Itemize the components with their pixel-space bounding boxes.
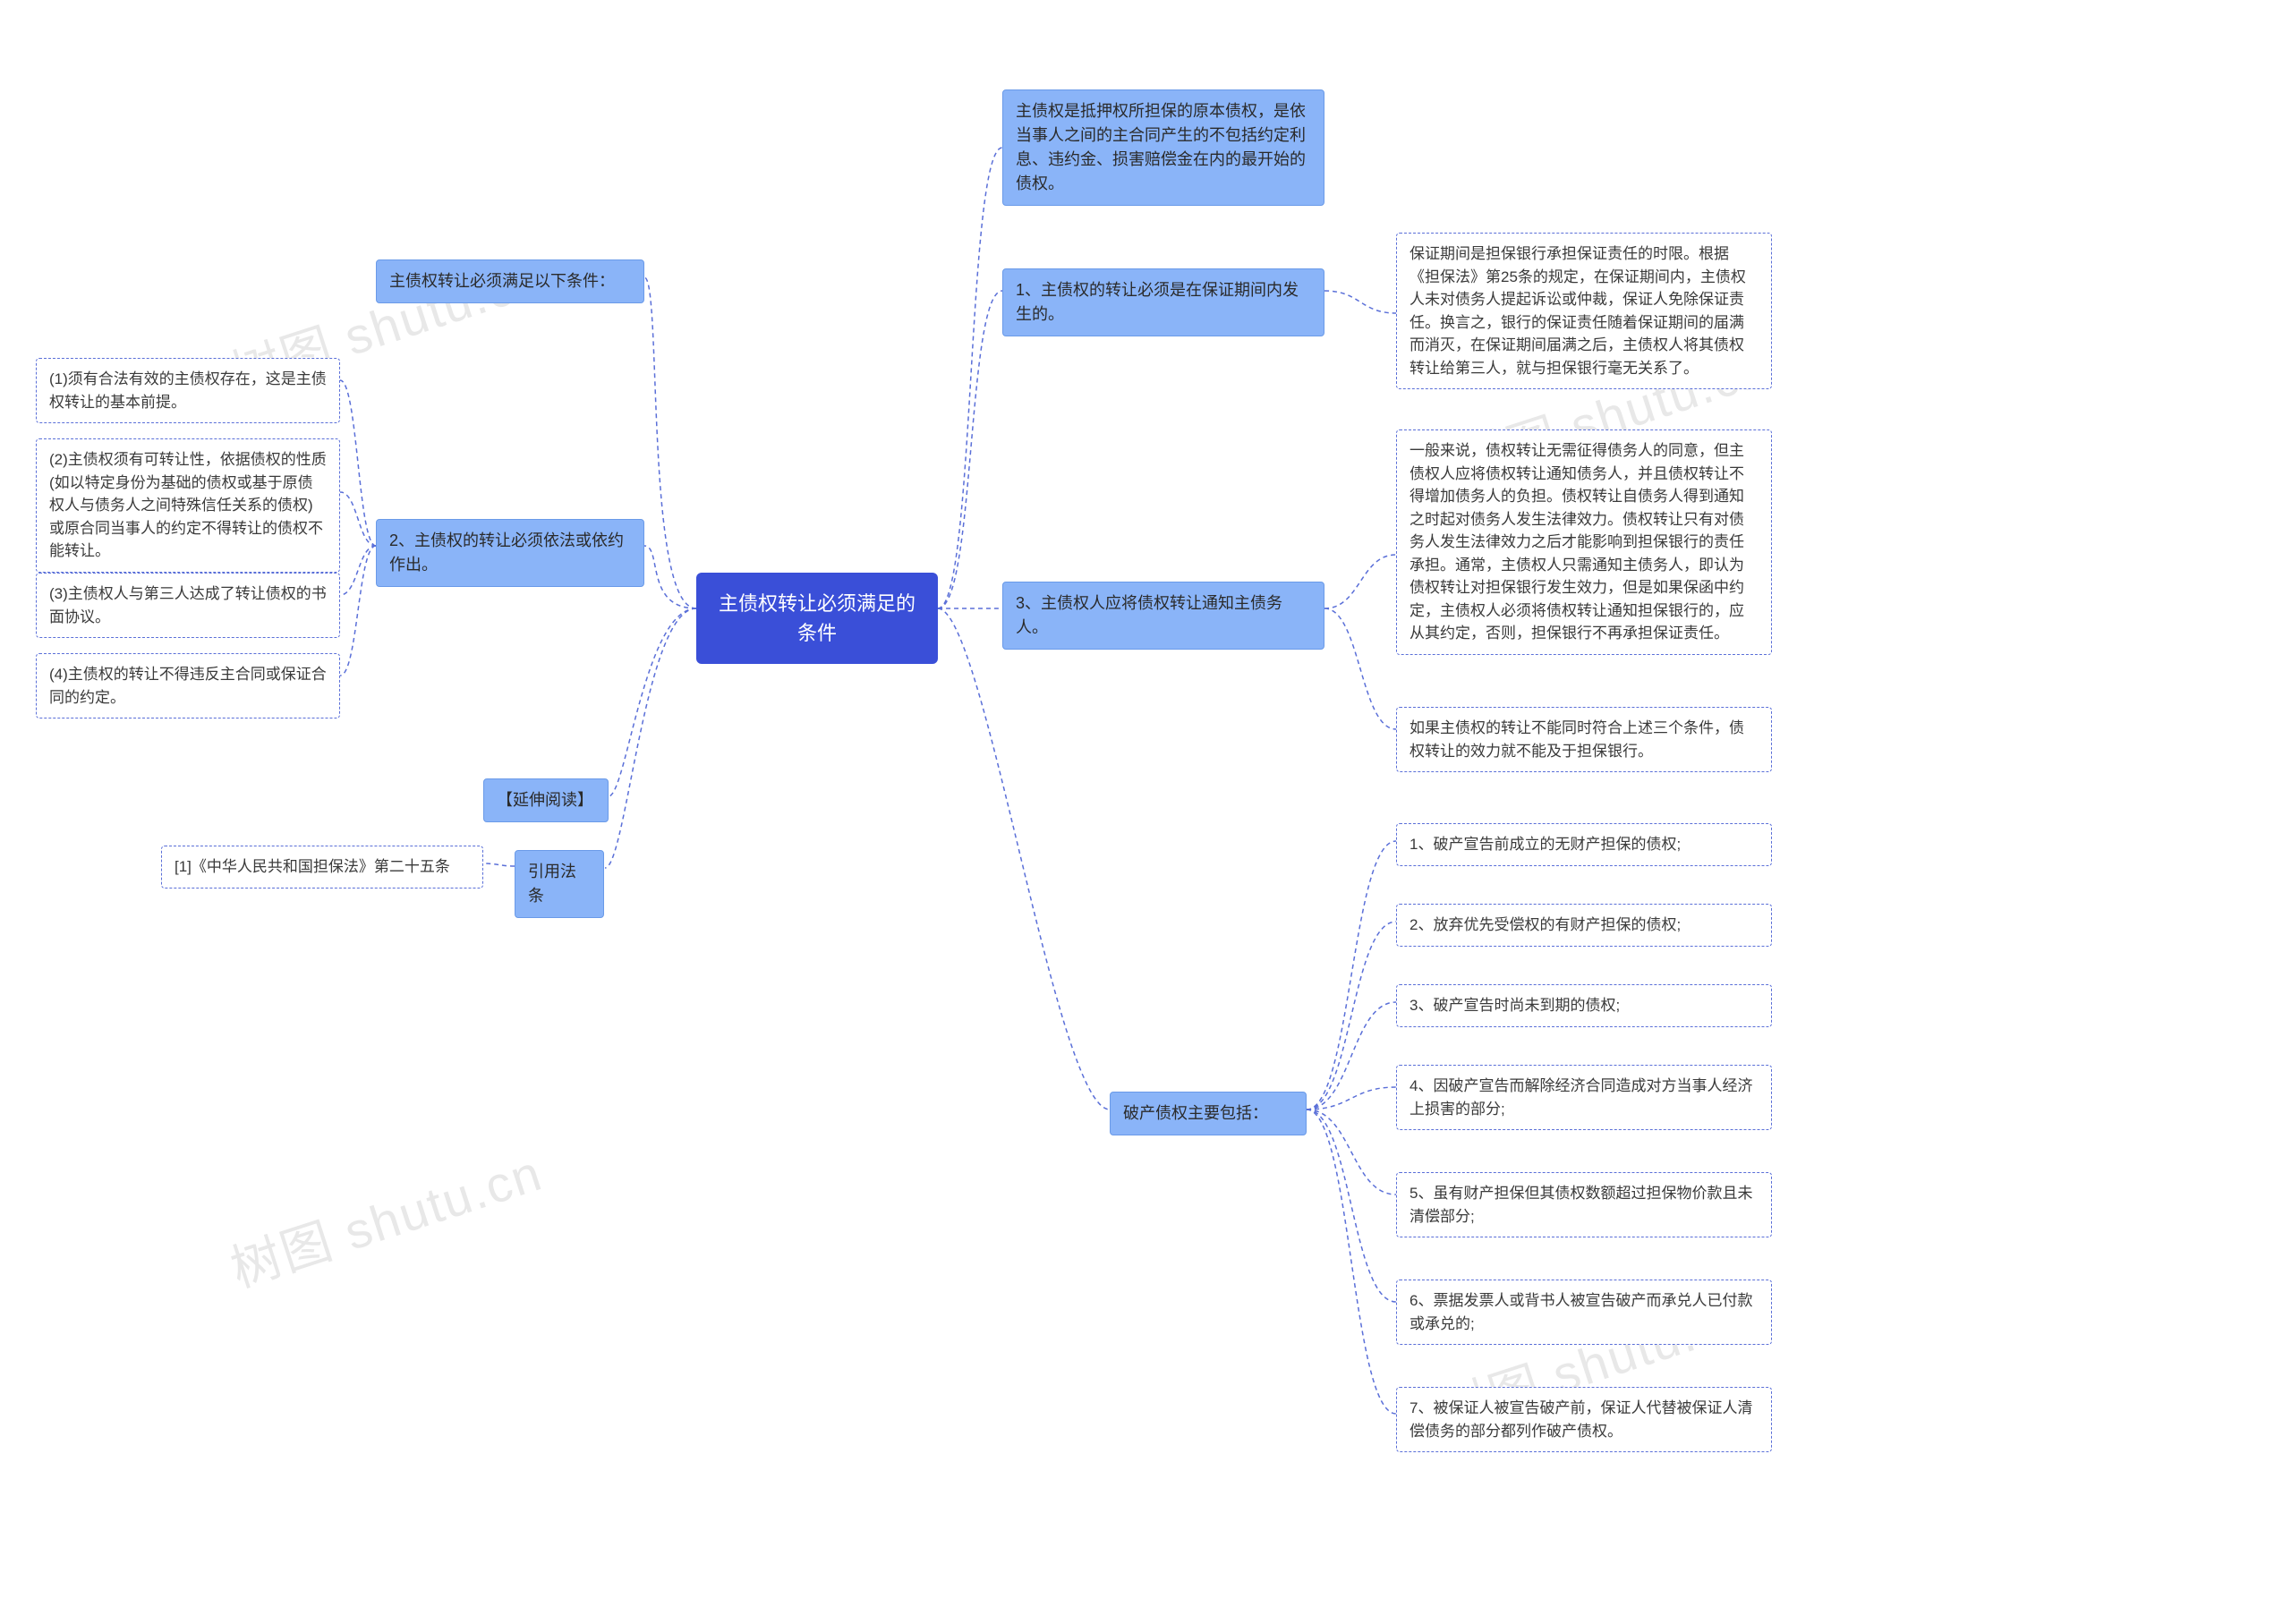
connector-layer	[0, 0, 2291, 1624]
branch-conditions-heading: 主债权转让必须满足以下条件：	[376, 259, 644, 303]
leaf-bank-4: 4、因破产宣告而解除经济合同造成对方当事人经济上损害的部分;	[1396, 1065, 1772, 1130]
leaf-cond1-1: 保证期间是担保银行承担保证责任的时限。根据《担保法》第25条的规定，在保证期间内…	[1396, 233, 1772, 389]
leaf-bank-5: 5、虽有财产担保但其债权数额超过担保物价款且未清偿部分;	[1396, 1172, 1772, 1237]
branch-bankruptcy: 破产债权主要包括：	[1110, 1092, 1307, 1135]
leaf-cond2-2: (2)主债权须有可转让性，依据债权的性质(如以特定身份为基础的债权或基于原债权人…	[36, 438, 340, 573]
branch-definition: 主债权是抵押权所担保的原本债权，是依当事人之间的主合同产生的不包括约定利息、违约…	[1002, 89, 1324, 206]
branch-extended-reading: 【延伸阅读】	[483, 778, 609, 822]
leaf-cond3-2: 如果主债权的转让不能同时符合上述三个条件，债权转让的效力就不能及于担保银行。	[1396, 707, 1772, 772]
leaf-bank-7: 7、被保证人被宣告破产前，保证人代替被保证人清偿债务的部分都列作破产债权。	[1396, 1387, 1772, 1452]
leaf-bank-3: 3、破产宣告时尚未到期的债权;	[1396, 984, 1772, 1027]
center-node: 主债权转让必须满足的条件	[696, 573, 938, 664]
leaf-cond2-4: (4)主债权的转让不得违反主合同或保证合同的约定。	[36, 653, 340, 718]
leaf-bank-2: 2、放弃优先受偿权的有财产担保的债权;	[1396, 904, 1772, 947]
leaf-cond2-3: (3)主债权人与第三人达成了转让债权的书面协议。	[36, 573, 340, 638]
branch-condition-1: 1、主债权的转让必须是在保证期间内发生的。	[1002, 268, 1324, 336]
branch-citation: 引用法条	[515, 850, 604, 918]
leaf-bank-1: 1、破产宣告前成立的无财产担保的债权;	[1396, 823, 1772, 866]
leaf-citation-1: [1]《中华人民共和国担保法》第二十五条	[161, 846, 483, 889]
watermark: 树图 shutu.cn	[220, 1133, 550, 1302]
branch-condition-2: 2、主债权的转让必须依法或依约作出。	[376, 519, 644, 587]
leaf-bank-6: 6、票据发票人或背书人被宣告破产而承兑人已付款或承兑的;	[1396, 1280, 1772, 1345]
leaf-cond3-1: 一般来说，债权转让无需征得债务人的同意，但主债权人应将债权转让通知债务人，并且债…	[1396, 429, 1772, 655]
branch-condition-3: 3、主债权人应将债权转让通知主债务人。	[1002, 582, 1324, 650]
leaf-cond2-1: (1)须有合法有效的主债权存在，这是主债权转让的基本前提。	[36, 358, 340, 423]
